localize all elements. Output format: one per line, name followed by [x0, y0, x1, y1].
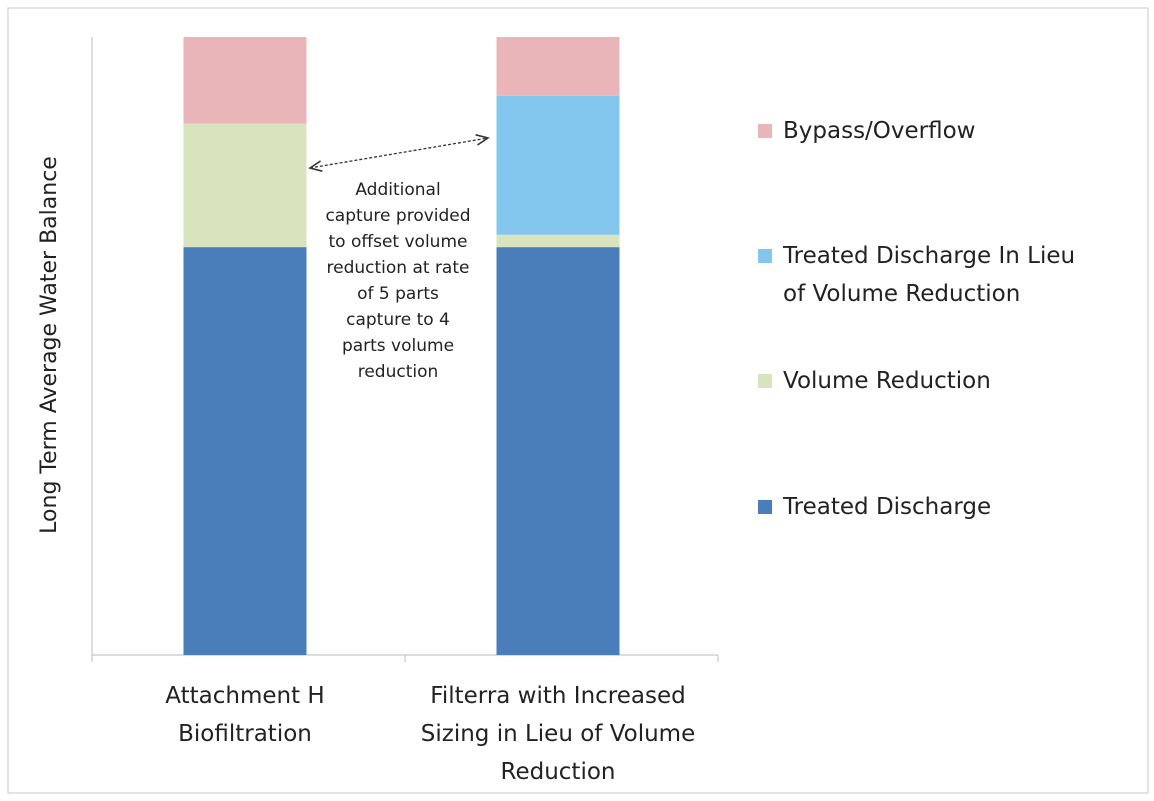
annotation: Additional capture provided to offset vo…: [325, 180, 471, 382]
legend-swatch: [758, 124, 772, 138]
legend-label: Treated Discharge In Lieu of Volume Redu…: [783, 243, 1076, 307]
bar-segment: [183, 37, 307, 124]
annotation-arrow: [310, 138, 488, 168]
bar-segment: [183, 247, 307, 655]
bar-segment: [496, 37, 620, 96]
legend-label: Volume Reduction: [783, 368, 991, 394]
legend-label: Treated Discharge: [783, 494, 992, 520]
legend-label: Bypass/Overflow: [783, 118, 976, 144]
legend-swatch: [758, 249, 772, 263]
bar-segment: [496, 247, 620, 655]
chart-border: [7, 7, 1149, 794]
legend-swatch: [758, 374, 772, 388]
x-tick-label: Attachment H Biofiltration: [165, 683, 325, 747]
y-axis-label: Long Term Average Water Balance: [37, 156, 62, 534]
bar-segment: [496, 95, 620, 235]
legend-swatch: [758, 500, 772, 514]
bar-segment: [496, 234, 620, 248]
bar-segment: [183, 123, 307, 248]
x-tick-label: Filterra with Increased Sizing in Lieu o…: [420, 683, 696, 785]
